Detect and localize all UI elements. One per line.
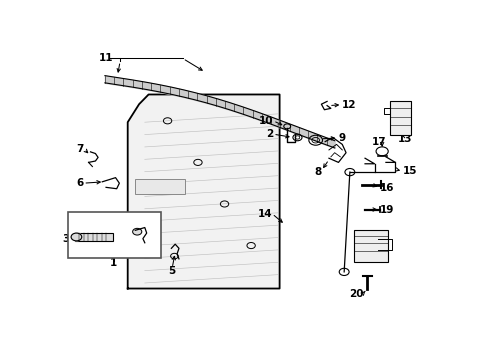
Text: 10: 10 <box>259 116 273 126</box>
Text: 4: 4 <box>139 247 146 257</box>
Bar <box>68 212 161 258</box>
Circle shape <box>71 233 82 241</box>
Text: 3: 3 <box>62 234 70 244</box>
Bar <box>135 179 185 194</box>
Text: 9: 9 <box>339 133 345 143</box>
Bar <box>354 230 388 262</box>
Circle shape <box>133 228 142 235</box>
Text: 5: 5 <box>169 266 176 276</box>
Text: 11: 11 <box>98 53 113 63</box>
Text: 14: 14 <box>257 209 272 219</box>
Text: 15: 15 <box>403 166 417 176</box>
Text: 16: 16 <box>380 184 395 193</box>
Text: 6: 6 <box>76 178 83 188</box>
Text: 7: 7 <box>76 144 84 154</box>
Text: 13: 13 <box>398 134 412 144</box>
Polygon shape <box>128 94 280 288</box>
Text: 20: 20 <box>349 289 363 299</box>
Text: 18: 18 <box>363 250 377 260</box>
Text: 17: 17 <box>372 136 387 147</box>
Bar <box>391 102 412 135</box>
Text: 8: 8 <box>314 167 321 177</box>
Text: 12: 12 <box>342 100 357 110</box>
Text: 1: 1 <box>110 258 117 268</box>
Text: 2: 2 <box>266 129 273 139</box>
Bar <box>74 233 113 242</box>
Text: 19: 19 <box>380 204 394 215</box>
